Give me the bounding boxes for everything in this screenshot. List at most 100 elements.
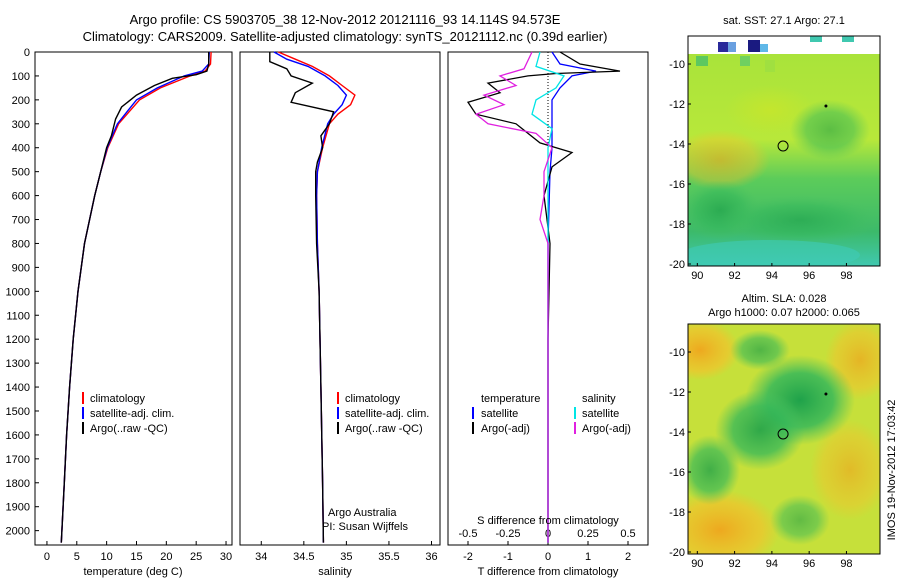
y-tick-label: 1900: [6, 502, 30, 514]
x-tick-label: 34: [255, 551, 267, 563]
x-tick-label: 0: [44, 551, 50, 563]
legend-label-s-argo: Argo(-adj): [582, 423, 631, 435]
y-tick-label: 900: [12, 262, 30, 274]
s-diff-tick-label: -0.25: [495, 528, 520, 540]
legend-label-t-satellite: satellite: [481, 408, 518, 420]
y-tick-label: 1500: [6, 406, 30, 418]
series-line-s-argo: [474, 51, 553, 543]
sla-lon-tick-labels: 90 92 94 96 98: [691, 551, 853, 570]
legend-label-argo: Argo(..raw -QC): [90, 423, 168, 435]
y-tick-label: 1400: [6, 382, 30, 394]
annotation-pi-name: PI: Susan Wijffels: [322, 521, 408, 533]
x-tick-label: 34.5: [293, 551, 314, 563]
salinity-legend: climatology satellite-adj. clim. Argo(..…: [337, 392, 429, 435]
legend-label-t-argo: Argo(-adj): [481, 423, 530, 435]
sst-field: [688, 36, 880, 266]
salinity-series: [269, 51, 356, 543]
reference-point-marker: [824, 104, 828, 108]
lat-tick-label: -10: [669, 347, 685, 359]
y-tick-label: 1100: [6, 310, 30, 322]
sst-map-title: sat. SST: 27.1 Argo: 27.1: [723, 15, 845, 27]
lon-tick-label: 96: [803, 270, 815, 282]
lon-tick-label: 96: [803, 558, 815, 570]
legend-title-salinity: salinity: [582, 393, 616, 405]
lon-tick-label: 94: [766, 270, 778, 282]
x-tick-label: 20: [160, 551, 172, 563]
lat-tick-label: -16: [669, 467, 685, 479]
y-tick-label: 500: [12, 167, 30, 179]
lat-tick-label: -18: [669, 507, 685, 519]
sst-map-panel: sat. SST: 27.1 Argo: 27.1 90 92 94 96 98 -10…: [669, 15, 881, 282]
x-tick-label: 30: [220, 551, 232, 563]
y-tick-label: 1200: [6, 334, 30, 346]
sla-map-frame: [687, 323, 881, 555]
y-tick-label: 1600: [6, 430, 30, 442]
salinity-difference-tick-labels: -0.5 -0.25 0 0.25 0.5: [459, 528, 636, 540]
reference-point-marker: [824, 392, 828, 396]
y-tick-label: 200: [12, 95, 30, 107]
lat-tick-label: -20: [669, 259, 685, 271]
legend-label-s-satellite: satellite: [582, 408, 619, 420]
figure-title-line2: Climatology: CARS2009. Satellite-adjuste…: [83, 29, 608, 44]
sla-lat-tick-labels: -10 -12 -14 -16 -18 -20: [669, 347, 691, 559]
difference-panel: -2 -1 0 1 2 -0.5 -0.25 0 0.25 0.5 S difference f…: [447, 51, 649, 578]
x-tick-label: 15: [130, 551, 142, 563]
lat-tick-label: -16: [669, 179, 685, 191]
series-line-satellite-adj-clim-: [273, 51, 348, 543]
series-line-argo: [60, 52, 210, 543]
profile-location-marker: [777, 140, 789, 152]
sst-map-frame: [687, 35, 881, 267]
lat-tick-label: -14: [669, 139, 685, 151]
y-tick-label: 1700: [6, 454, 30, 466]
s-diff-tick-label: -0.5: [459, 528, 478, 540]
temperature-axes-frame: [34, 51, 233, 546]
s-diff-tick-label: 0.5: [620, 528, 635, 540]
lat-tick-label: -18: [669, 219, 685, 231]
salinity-panel: 34 34.5 35 35.5 36 salinity climatology sate…: [239, 51, 441, 578]
x-tick-label: -2: [463, 551, 473, 563]
sst-markers: [777, 104, 828, 152]
figure-title-line1: Argo profile: CS 5903705_38 12-Nov-2012 …: [130, 12, 561, 27]
sla-markers: [777, 392, 828, 440]
difference-tick-labels: -2 -1 0 1 2: [463, 541, 631, 563]
sla-map-title-line2: Argo h1000: 0.07 h2000: 0.065: [708, 307, 860, 319]
sla-map-panel: Altim. SLA: 0.028 Argo h1000: 0.07 h2000…: [669, 293, 881, 570]
lat-tick-label: -10: [669, 59, 685, 71]
difference-series: [466, 51, 621, 543]
s-difference-label: S difference from climatology: [477, 515, 619, 527]
x-tick-label: 25: [190, 551, 202, 563]
lat-tick-label: -12: [669, 99, 685, 111]
series-line-argo: [269, 52, 335, 543]
x-tick-label: -1: [503, 551, 513, 563]
y-tick-label: 100: [12, 71, 30, 83]
x-tick-label: 35.5: [378, 551, 399, 563]
sst-lon-tick-labels: 90 92 94 96 98: [691, 263, 853, 282]
temperature-legend: climatology satellite-adj. clim. Argo(..…: [82, 392, 174, 435]
legend-title-temperature: temperature: [481, 393, 540, 405]
lat-tick-label: -20: [669, 547, 685, 559]
lon-tick-label: 94: [766, 558, 778, 570]
y-tick-label: 1800: [6, 478, 30, 490]
series-line-climatology: [278, 51, 356, 543]
legend-label-climatology: climatology: [345, 393, 401, 405]
temperature-x-label: temperature (deg C): [83, 566, 182, 578]
x-tick-label: 10: [101, 551, 113, 563]
x-tick-label: 1: [585, 551, 591, 563]
lon-tick-label: 98: [840, 558, 852, 570]
y-tick-label: 0: [24, 47, 30, 59]
y-tick-label: 1000: [6, 286, 30, 298]
temperature-tick-labels: 0 5 10 15 20 25 30: [44, 541, 232, 563]
lon-tick-label: 92: [728, 270, 740, 282]
lat-tick-label: -12: [669, 387, 685, 399]
y-tick-label: 800: [12, 238, 30, 250]
temperature-panel: 0100200300400500600700800900100011001200…: [6, 47, 233, 578]
imos-timestamp-label: IMOS 19-Nov-2012 17:03:42: [886, 400, 898, 541]
series-line-t-satellite: [547, 51, 597, 543]
y-tick-label: 400: [12, 143, 30, 155]
y-tick-label: 300: [12, 119, 30, 131]
series-line-climatology: [60, 51, 212, 543]
y-tick-label: 700: [12, 215, 30, 227]
legend-label-satellite: satellite-adj. clim.: [345, 408, 429, 420]
x-tick-label: 36: [425, 551, 437, 563]
